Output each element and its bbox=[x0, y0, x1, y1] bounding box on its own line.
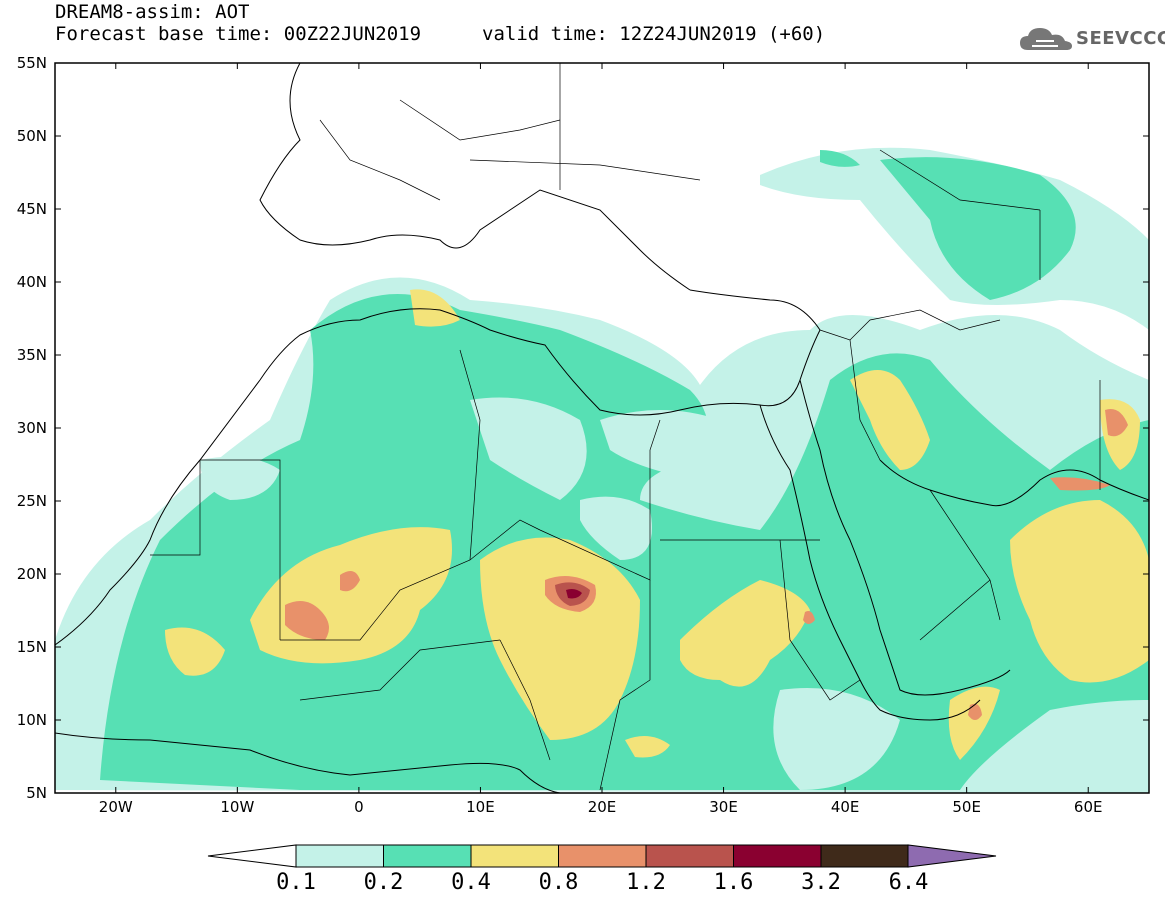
aot-contour-0.2-caspian bbox=[880, 157, 1076, 300]
lat-label: 15N bbox=[16, 638, 47, 656]
lat-label: 35N bbox=[16, 346, 47, 364]
logo-text: SEEVCCC bbox=[1076, 28, 1165, 49]
colorbar-label: 1.2 bbox=[626, 870, 666, 895]
colorbar-box bbox=[558, 844, 647, 868]
lon-label: 50E bbox=[952, 798, 981, 816]
lat-label: 25N bbox=[16, 492, 47, 510]
colorbar-label: 0.2 bbox=[363, 870, 404, 895]
colorbar-label: 0.1 bbox=[276, 870, 316, 895]
lat-label: 40N bbox=[16, 273, 47, 291]
colorbar-high-arrow bbox=[907, 844, 997, 868]
aot-contour-0.2-patch bbox=[820, 150, 860, 167]
aot-contour-0.1-hole bbox=[580, 496, 652, 560]
lat-label: 5N bbox=[26, 784, 47, 802]
aot-contour-0.8-iran bbox=[1105, 409, 1128, 437]
coastlines bbox=[55, 63, 1149, 793]
aot-contour-0.1-hole bbox=[773, 688, 900, 790]
colorbar-box bbox=[295, 844, 384, 868]
aot-contour-0.4-somalia bbox=[948, 686, 1000, 760]
seevccc-logo: SEEVCCC bbox=[1018, 24, 1165, 56]
aot-contour-0.4-sudan bbox=[680, 580, 810, 687]
lon-label: 10E bbox=[466, 798, 495, 816]
aot-contour-0.8-mali-2 bbox=[340, 571, 360, 592]
valid-time: valid time: 12Z24JUN2019 (+60) bbox=[482, 23, 826, 45]
colorbar-box bbox=[383, 844, 472, 868]
cloud-icon bbox=[1020, 28, 1072, 50]
lat-label: 55N bbox=[16, 54, 47, 72]
forecast-base-time: Forecast base time: 00Z22JUN2019 bbox=[55, 23, 422, 45]
country-borders bbox=[150, 63, 1101, 791]
colorbar-box bbox=[733, 844, 822, 868]
colorbar-label: 1.6 bbox=[713, 870, 754, 895]
aot-contour-0.4-arabia bbox=[1010, 500, 1149, 683]
aot-contour-0.1-hole bbox=[200, 456, 280, 500]
colorbar-label: 0.4 bbox=[451, 870, 491, 895]
aot-contour-0.4-small bbox=[625, 736, 670, 758]
colorbar-label: 0.8 bbox=[538, 870, 579, 895]
aot-contour-0.4-chad bbox=[480, 537, 640, 740]
lon-label: 10W bbox=[220, 798, 255, 816]
lon-ticks bbox=[115, 63, 1089, 793]
aot-contour-0.4-algeria bbox=[410, 289, 460, 327]
map-title: DREAM8-assim: AOT bbox=[55, 1, 250, 23]
lat-label: 50N bbox=[16, 127, 47, 145]
aot-contour-0.1-hole bbox=[470, 397, 587, 500]
lat-label: 30N bbox=[16, 419, 47, 437]
lon-label: 20W bbox=[98, 798, 133, 816]
lat-label: 45N bbox=[16, 200, 47, 218]
colorbar-box bbox=[645, 844, 734, 868]
lat-ticks bbox=[55, 62, 1149, 794]
lon-label: 20E bbox=[587, 798, 617, 816]
aot-contour-0.4-iraq bbox=[850, 370, 930, 470]
lon-label: 30E bbox=[709, 798, 738, 816]
lon-label: 40E bbox=[830, 798, 860, 816]
aot-contour-0.8-sudan bbox=[803, 611, 815, 624]
colorbar-label: 6.4 bbox=[888, 870, 929, 895]
aot-contour-0.8-mali bbox=[285, 601, 329, 640]
colorbar-label: 3.2 bbox=[801, 870, 841, 895]
aot-contour-0.4-guinea bbox=[165, 627, 225, 676]
aot-contour-0.1-hole bbox=[600, 410, 727, 480]
colorbar-box bbox=[820, 844, 909, 868]
lon-label: 0 bbox=[354, 798, 364, 816]
aot-field bbox=[55, 147, 1149, 793]
aot-contour-1.6-chad bbox=[566, 589, 582, 599]
lat-label: 20N bbox=[16, 565, 47, 583]
colorbar-box bbox=[470, 844, 559, 868]
aot-contour-0.8-oman bbox=[1050, 477, 1110, 491]
lat-label: 10N bbox=[16, 711, 47, 729]
colorbar bbox=[207, 844, 997, 868]
lon-label: 60E bbox=[1073, 798, 1103, 816]
colorbar-low-arrow bbox=[207, 844, 297, 868]
